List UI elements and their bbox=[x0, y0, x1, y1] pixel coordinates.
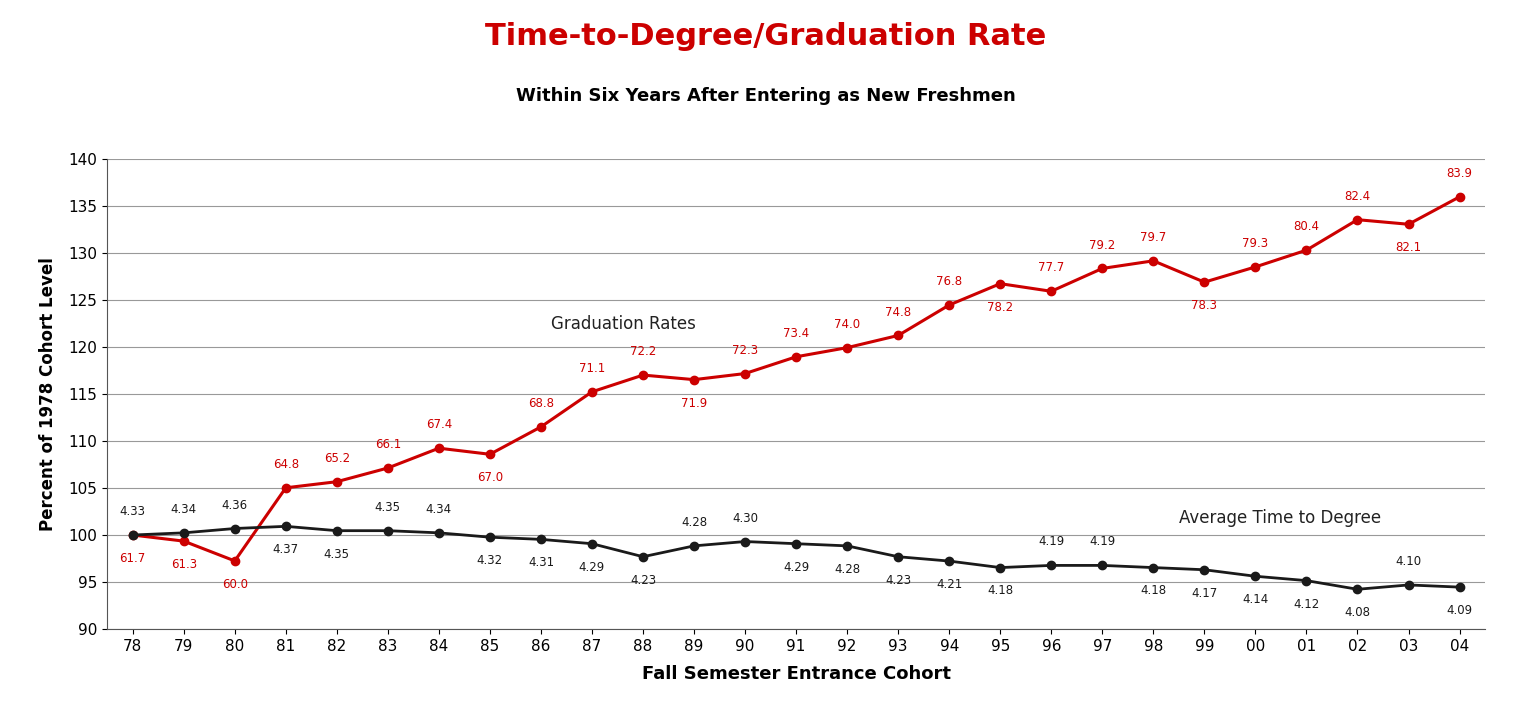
Text: 4.37: 4.37 bbox=[273, 543, 299, 556]
Text: 71.1: 71.1 bbox=[579, 362, 605, 375]
Text: 4.21: 4.21 bbox=[935, 578, 963, 591]
Text: 66.1: 66.1 bbox=[375, 438, 401, 451]
Text: 82.1: 82.1 bbox=[1395, 241, 1422, 254]
Text: 82.4: 82.4 bbox=[1344, 189, 1370, 202]
Text: 71.9: 71.9 bbox=[681, 396, 707, 409]
Text: 79.7: 79.7 bbox=[1141, 231, 1167, 244]
Text: Graduation Rates: Graduation Rates bbox=[551, 315, 697, 333]
Text: 4.29: 4.29 bbox=[579, 560, 605, 573]
Text: 4.34: 4.34 bbox=[170, 503, 197, 516]
Text: 80.4: 80.4 bbox=[1294, 221, 1320, 234]
Text: 74.0: 74.0 bbox=[834, 317, 860, 330]
Text: 74.8: 74.8 bbox=[885, 306, 911, 319]
Text: 61.7: 61.7 bbox=[119, 552, 145, 565]
Text: 4.18: 4.18 bbox=[987, 584, 1014, 597]
Text: 4.23: 4.23 bbox=[885, 573, 911, 586]
Text: 4.36: 4.36 bbox=[222, 499, 248, 512]
Text: 65.2: 65.2 bbox=[323, 452, 351, 465]
Text: 61.3: 61.3 bbox=[170, 558, 197, 571]
Text: 79.3: 79.3 bbox=[1242, 237, 1269, 250]
Text: 4.23: 4.23 bbox=[629, 573, 657, 586]
Text: 4.30: 4.30 bbox=[732, 512, 758, 525]
Text: 4.31: 4.31 bbox=[528, 556, 554, 569]
Text: 4.19: 4.19 bbox=[1089, 536, 1116, 549]
Text: 78.3: 78.3 bbox=[1191, 299, 1217, 312]
Text: 4.19: 4.19 bbox=[1038, 536, 1064, 549]
Text: 4.34: 4.34 bbox=[426, 503, 452, 516]
Text: Average Time to Degree: Average Time to Degree bbox=[1179, 509, 1381, 527]
Text: Time-to-Degree/Graduation Rate: Time-to-Degree/Graduation Rate bbox=[485, 22, 1046, 51]
Text: 64.8: 64.8 bbox=[273, 458, 299, 471]
Text: 78.2: 78.2 bbox=[987, 301, 1014, 314]
Text: 67.4: 67.4 bbox=[426, 419, 452, 432]
Text: 4.33: 4.33 bbox=[119, 505, 145, 518]
Text: 72.3: 72.3 bbox=[732, 343, 758, 356]
Text: 4.10: 4.10 bbox=[1395, 555, 1422, 568]
Text: 4.35: 4.35 bbox=[325, 547, 349, 560]
Y-axis label: Percent of 1978 Cohort Level: Percent of 1978 Cohort Level bbox=[40, 257, 57, 531]
Text: 72.2: 72.2 bbox=[629, 345, 657, 358]
Text: 67.0: 67.0 bbox=[476, 471, 504, 484]
Text: 4.32: 4.32 bbox=[476, 554, 504, 567]
Text: 4.08: 4.08 bbox=[1344, 606, 1370, 619]
Text: 4.28: 4.28 bbox=[681, 516, 707, 529]
Text: Within Six Years After Entering as New Freshmen: Within Six Years After Entering as New F… bbox=[516, 87, 1015, 105]
Text: 76.8: 76.8 bbox=[935, 275, 963, 288]
Text: 77.7: 77.7 bbox=[1038, 262, 1064, 274]
Text: 68.8: 68.8 bbox=[528, 397, 554, 410]
Text: 79.2: 79.2 bbox=[1089, 239, 1116, 252]
Text: 4.12: 4.12 bbox=[1294, 597, 1320, 610]
Text: 60.0: 60.0 bbox=[222, 578, 248, 591]
X-axis label: Fall Semester Entrance Cohort: Fall Semester Entrance Cohort bbox=[641, 665, 951, 683]
Text: 73.4: 73.4 bbox=[782, 327, 810, 340]
Text: 4.09: 4.09 bbox=[1447, 604, 1473, 617]
Text: 83.9: 83.9 bbox=[1447, 167, 1473, 180]
Text: 4.29: 4.29 bbox=[782, 560, 810, 573]
Text: 4.14: 4.14 bbox=[1242, 593, 1269, 606]
Text: 4.18: 4.18 bbox=[1141, 584, 1167, 597]
Text: 4.17: 4.17 bbox=[1191, 586, 1217, 599]
Text: 4.35: 4.35 bbox=[375, 501, 401, 514]
Text: 4.28: 4.28 bbox=[834, 562, 860, 576]
